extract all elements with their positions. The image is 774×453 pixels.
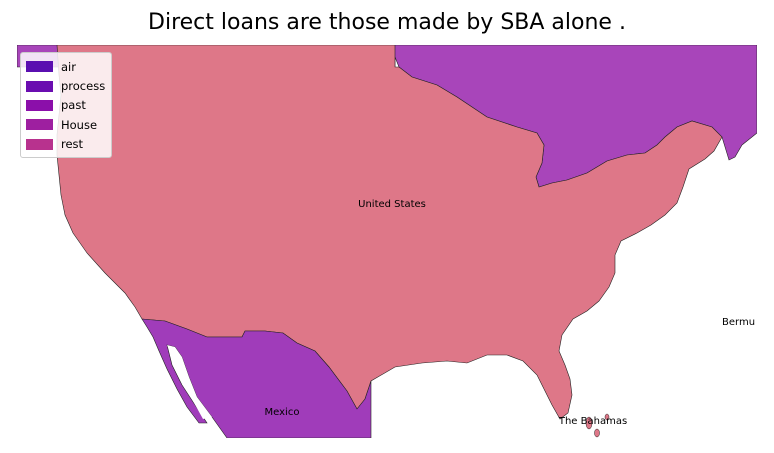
legend-item: air — [26, 57, 105, 76]
legend-swatch — [26, 80, 53, 92]
legend-swatch — [26, 61, 53, 73]
legend-item: process — [26, 76, 105, 95]
legend-item: rest — [26, 135, 105, 154]
map-title: Direct loans are those made by SBA alone… — [148, 10, 626, 35]
region-bahamas[interactable] — [585, 413, 610, 438]
legend-swatch — [26, 119, 53, 131]
legend-swatch — [26, 138, 53, 150]
legend-label: House — [61, 117, 98, 132]
legend-label: past — [61, 98, 86, 113]
label-bermuda: Bermu — [722, 317, 755, 328]
legend-label: rest — [61, 137, 84, 152]
label-mexico: Mexico — [265, 407, 300, 418]
legend-label: process — [61, 79, 106, 94]
legend-swatch — [26, 99, 53, 111]
legend-item: past — [26, 96, 105, 115]
map-canvas[interactable]: United States Mexico The Bahamas Bermu — [17, 45, 757, 438]
legend-item: House — [26, 115, 105, 134]
label-bahamas: The Bahamas — [558, 416, 627, 427]
label-united-states: United States — [358, 199, 426, 210]
legend: air process past House rest — [20, 52, 113, 158]
legend-label: air — [61, 59, 76, 74]
